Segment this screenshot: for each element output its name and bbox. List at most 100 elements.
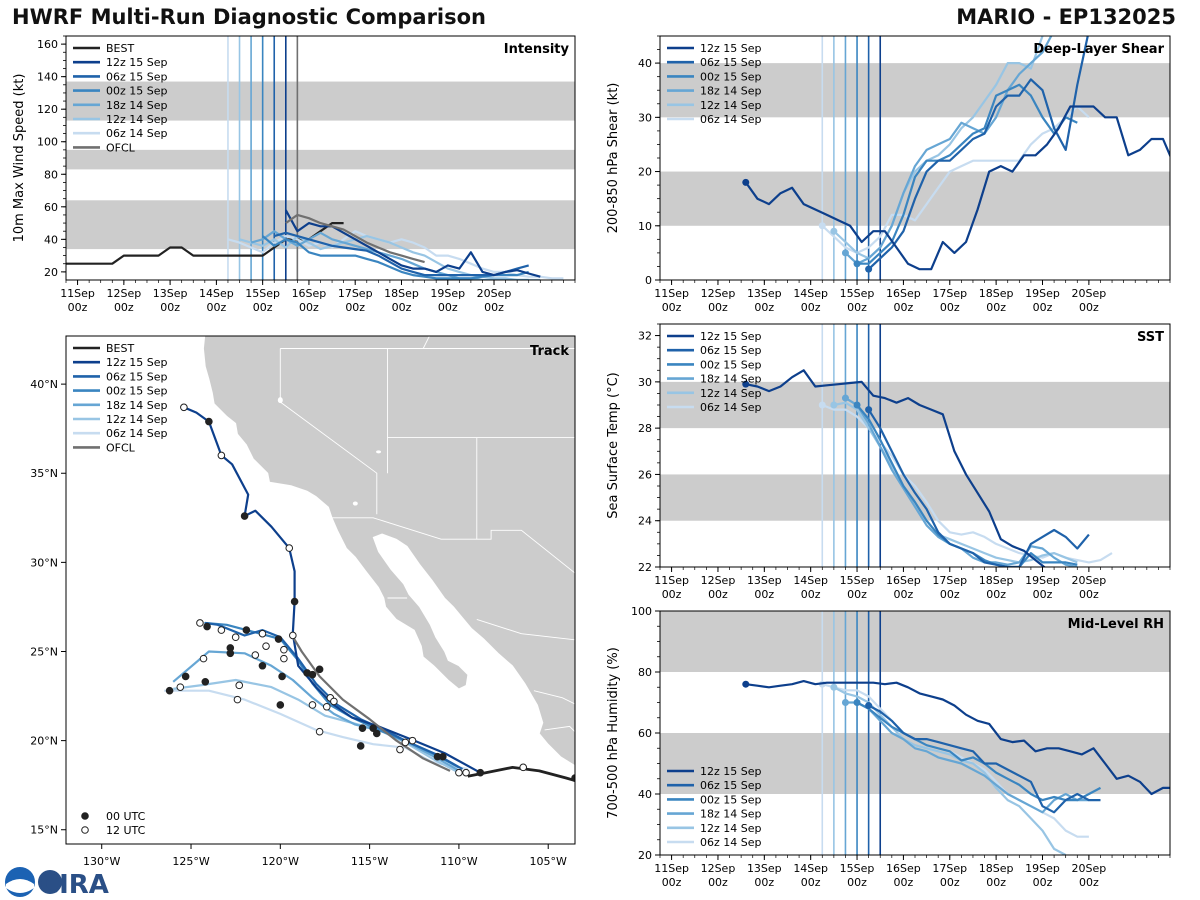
track-marker-12utc [251, 651, 260, 659]
y-tick-label: 26 [638, 468, 652, 481]
series-start-marker [742, 178, 750, 186]
x-tick-label: 00z [1079, 588, 1099, 601]
legend-label: 12z 14 Sep [106, 413, 168, 426]
x-tick-label: 125°W [172, 855, 209, 868]
legend-label: 12z 14 Sep [700, 387, 762, 400]
x-tick-label: 00z [708, 876, 728, 889]
legend-label: 12z 15 Sep [700, 42, 762, 55]
legend-label: 12z 14 Sep [700, 822, 762, 835]
x-tick-label: 00z [894, 301, 914, 314]
x-tick-label: 15Sep [840, 862, 875, 875]
y-tick-label: 20 [638, 849, 652, 862]
x-tick-label: 17Sep [338, 287, 373, 300]
panel-title: SST [1137, 330, 1164, 345]
x-tick-label: 13Sep [747, 287, 782, 300]
x-tick-label: 00z [986, 588, 1006, 601]
y-tick-label: 30 [638, 376, 652, 389]
series-line [239, 235, 541, 280]
x-tick-label: 12Sep [701, 574, 736, 587]
track-marker-12utc [519, 763, 528, 772]
series-line [273, 231, 529, 277]
series-start-marker [853, 260, 861, 268]
x-tick-label: 00z [68, 301, 88, 314]
series-line [868, 704, 1101, 814]
x-tick-label: 00z [160, 301, 180, 314]
legend-label: 06z 14 Sep [700, 113, 762, 126]
salton-sea [352, 501, 358, 506]
legend-label: 00z 15 Sep [700, 358, 762, 371]
series-line [856, 701, 1102, 802]
x-tick-label: 14Sep [793, 287, 828, 300]
x-tick-label: 12Sep [106, 287, 141, 300]
panel-sst: 22242628303211Sep00z12Sep00z13Sep00z14Se… [606, 323, 1171, 601]
footer-logos: CIRA [5, 867, 109, 900]
x-tick-label: 00z [986, 301, 1006, 314]
x-tick-label: 00z [1079, 876, 1099, 889]
x-tick-label: 11Sep [654, 574, 689, 587]
x-tick-label: 00z [894, 876, 914, 889]
y-tick-label: 15°N [30, 824, 58, 837]
panel-plot-area [660, 36, 1170, 280]
y-tick-label: 60 [638, 727, 652, 740]
track-marker-00utc [181, 672, 190, 681]
x-tick-label: 15Sep [840, 287, 875, 300]
x-tick-label: 130°W [83, 855, 120, 868]
y-tick-label: 30 [638, 111, 652, 124]
legend-label: 18z 14 Sep [106, 399, 168, 412]
y-tick-label: 100 [631, 605, 652, 618]
series-line [845, 701, 1089, 814]
panel-plot-area [660, 324, 1170, 567]
x-tick-label: 15Sep [840, 574, 875, 587]
track-marker-00utc [258, 661, 267, 670]
legend-label: 18z 14 Sep [700, 85, 762, 98]
x-tick-label: 18Sep [384, 287, 419, 300]
x-tick-label: 110°W [440, 855, 477, 868]
y-tick-label: 0 [645, 274, 652, 287]
y-tick-label: 10 [638, 220, 652, 233]
series-line [867, 409, 1090, 567]
panel-title: Intensity [504, 42, 570, 57]
legend-label: 06z 15 Sep [700, 779, 762, 792]
x-tick-label: 19Sep [1025, 862, 1060, 875]
track-marker-12utc [462, 768, 470, 777]
series-start-marker [742, 380, 750, 388]
series-start-marker [830, 401, 838, 409]
x-tick-label: 12Sep [701, 287, 736, 300]
series-start-marker [865, 265, 873, 273]
y-axis-label: Sea Surface Temp (°C) [606, 372, 621, 519]
x-tick-label: 00z [754, 301, 774, 314]
track-marker-12utc [217, 626, 226, 634]
x-tick-label: 00z [1033, 588, 1053, 601]
cira-logo-text: CIRA [40, 870, 109, 900]
y-tick-label: 30°N [30, 556, 58, 569]
x-tick-label: 14Sep [793, 574, 828, 587]
x-tick-label: 19Sep [1025, 287, 1060, 300]
track-marker-12utc [217, 451, 226, 460]
track-marker-00utc [240, 512, 249, 520]
y-axis-label: 200-850 hPa Shear (kt) [606, 83, 621, 234]
x-tick-label: 00z [1033, 301, 1053, 314]
border-line [279, 348, 378, 515]
legend-label: BEST [106, 42, 134, 55]
series-start-marker [853, 401, 861, 409]
page-title: HWRF Multi-Run Diagnostic Comparison [12, 5, 487, 29]
track-marker-12utc [315, 727, 324, 736]
series-line [867, 36, 1089, 271]
x-tick-label: 17Sep [932, 862, 967, 875]
y-tick-label: 80 [638, 666, 652, 679]
x-tick-label: 00z [940, 588, 960, 601]
track-marker-00utc [290, 597, 299, 606]
threshold-band [660, 733, 1170, 794]
series-start-marker [818, 401, 826, 409]
series-line [844, 36, 1053, 265]
legend-label: 06z 15 Sep [106, 70, 168, 83]
y-tick-label: 35°N [30, 467, 58, 480]
x-tick-label: 00z [708, 588, 728, 601]
legend-label: 12z 14 Sep [106, 113, 168, 126]
x-tick-label: 20Sep [1071, 574, 1106, 587]
series-start-marker [853, 699, 861, 706]
legend-label: 00z 15 Sep [106, 385, 168, 398]
legend-label: 00z 15 Sep [700, 793, 762, 806]
x-tick-label: 00z [801, 588, 821, 601]
panel-track: 130°W 125°W 120°W 115°W 110°W 105°W 15°N 20°N 25… [30, 335, 576, 868]
